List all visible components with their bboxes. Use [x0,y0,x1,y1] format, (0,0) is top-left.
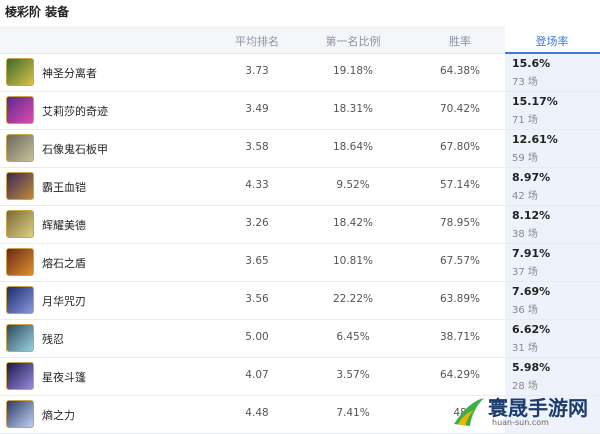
games-count: 38 场 [512,229,538,240]
pick-rate: 15.17% [512,95,558,108]
cell-avg-place: 3.65 [245,255,269,267]
cell-top1: 18.31% [332,103,374,115]
pick-rate: 12.61% [512,133,558,146]
cell-top1: 9.52% [336,179,370,191]
column-header[interactable]: 第一名比例 [325,35,381,48]
cell-avg-place: 3.58 [245,141,269,153]
item-name: 神圣分离者 [42,67,97,80]
games-count: 73 场 [512,77,538,88]
item-icon [6,286,34,314]
title: 棱彩阶 装备 [5,5,70,19]
cell-win-rate: 64.38% [439,65,481,77]
games-count: 37 场 [512,267,538,278]
cell-top1: 22.22% [332,293,374,305]
cell-top1: 19.18% [332,65,374,77]
table-row: 残忍 5.00 6.45% 38.71% 6.62% 31 场 [0,319,600,358]
cell-avg-place: 3.73 [245,65,269,77]
games-count: 71 场 [512,115,538,126]
item-icon [6,210,34,238]
games-count: 28 场 [512,381,538,392]
item-icon [6,324,34,352]
item-icon [6,362,34,390]
cell-top1: 3.57% [336,369,370,381]
pick-rate: 15.6% [512,57,551,70]
pick-rate: 7.91% [512,247,551,260]
pick-rate: 5.98% [512,361,551,374]
cell-avg-place: 4.33 [245,179,269,191]
games-count: 59 场 [512,153,538,164]
item-icon [6,400,34,428]
pick-rate: 7.69% [512,285,551,298]
table-row: 神圣分离者 3.73 19.18% 64.38% 15.6% 73 场 [0,53,600,92]
cell-avg-place: 4.48 [245,407,269,419]
item-name: 熵之力 [42,409,75,422]
highlight-column [505,54,600,434]
item-icon [6,248,34,276]
pick-rate: 8.97% [512,171,551,184]
cell-top1: 7.41% [336,407,370,419]
cell-top1: 10.81% [332,255,374,267]
watermark-logo [454,398,484,426]
pick-rate: 8.12% [512,209,551,222]
column-header[interactable]: 平均排名 [235,35,279,48]
pick-rate: 6.62% [512,323,551,336]
cell-win-rate: 63.89% [439,293,481,305]
column-header[interactable]: 胜率 [449,35,471,48]
cell-win-rate: 38.71% [439,331,481,343]
item-name: 熔石之盾 [42,257,86,270]
cell-top1: 18.64% [332,141,374,153]
active-header[interactable] [505,26,600,54]
table-row: 艾莉莎的奇迹 3.49 18.31% 70.42% 15.17% 71 场 [0,91,600,130]
table-row: 月华咒刃 3.56 22.22% 63.89% 7.69% 36 场 [0,281,600,320]
cell-avg-place: 3.56 [245,293,269,305]
table-row: 石像鬼石板甲 3.58 18.64% 67.80% 12.61% 59 场 [0,129,600,168]
cell-win-rate: 64.29% [439,369,481,381]
cell-avg-place: 3.26 [245,217,269,229]
table-row: 霸王血铠 4.33 9.52% 57.14% 8.97% 42 场 [0,167,600,206]
table-row: 熔石之盾 3.65 10.81% 67.57% 7.91% 37 场 [0,243,600,282]
cell-win-rate: 70.42% [439,103,481,115]
item-icon [6,172,34,200]
item-name: 残忍 [42,333,64,346]
item-name: 辉耀美德 [42,219,86,232]
cell-win-rate: 67.57% [439,255,481,267]
cell-top1: 6.45% [336,331,370,343]
item-name: 石像鬼石板甲 [42,143,108,156]
cell-win-rate: 57.14% [439,179,481,191]
item-icon [6,58,34,86]
games-count: 36 场 [512,305,538,316]
cell-avg-place: 4.07 [245,369,269,381]
games-count: 42 场 [512,191,538,202]
column-header[interactable]: 登场率 [535,35,569,48]
item-icon [6,134,34,162]
table-row: 星夜斗篷 4.07 3.57% 64.29% 5.98% 28 场 [0,357,600,396]
cell-win-rate: 67.80% [439,141,481,153]
cell-top1: 18.42% [332,217,374,229]
item-name: 艾莉莎的奇迹 [42,105,108,118]
watermark: 寰晟手游网 huan-sun.com [440,392,600,429]
table-row: 辉耀美德 3.26 18.42% 78.95% 8.12% 38 场 [0,205,600,244]
games-count: 31 场 [512,343,538,354]
header-row [0,26,600,54]
watermark-url: huan-sun.com [492,418,549,427]
item-name: 星夜斗篷 [42,371,86,384]
cell-avg-place: 3.49 [245,103,269,115]
cell-win-rate: 78.95% [439,217,481,229]
item-name: 霸王血铠 [42,181,86,194]
cell-avg-place: 5.00 [245,331,269,343]
item-icon [6,96,34,124]
item-name: 月华咒刃 [42,295,86,308]
watermark-text: 寰晟手游网 [488,396,588,420]
